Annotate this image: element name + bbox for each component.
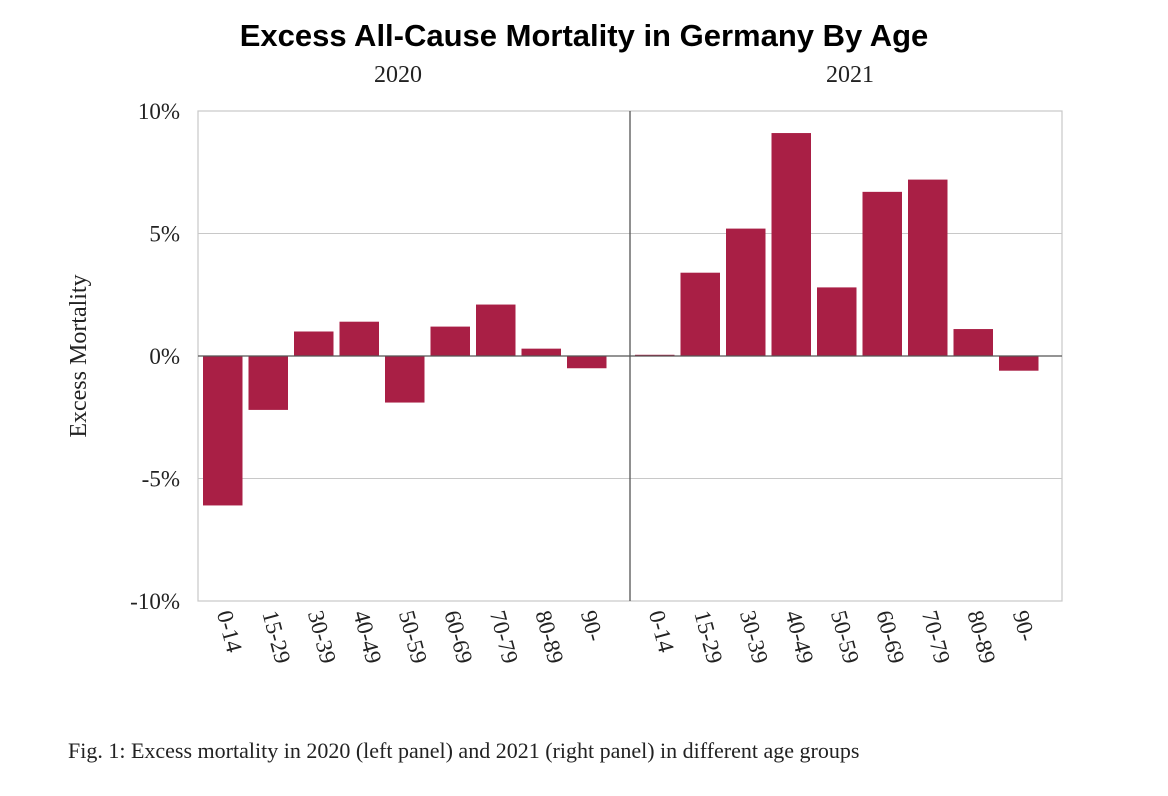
x-tick-label: 40-49 <box>780 608 818 666</box>
bar <box>203 356 243 506</box>
bar <box>953 329 993 356</box>
bar <box>385 356 425 403</box>
bar <box>680 272 720 356</box>
y-tick-label: -5% <box>142 467 180 492</box>
bar <box>248 356 288 410</box>
x-tick-label: 0-14 <box>212 608 247 656</box>
figure-caption: Fig. 1: Excess mortality in 2020 (left p… <box>68 738 860 763</box>
x-tick-label: 15-29 <box>257 608 295 666</box>
y-tick-label: 0% <box>149 344 180 369</box>
x-tick-label: 70-79 <box>917 608 955 666</box>
y-tick-label: 5% <box>149 222 180 247</box>
x-tick-label: 50-59 <box>394 608 432 666</box>
x-tick-label: 90- <box>1008 608 1040 644</box>
bar <box>339 321 379 356</box>
chart-title: Excess All-Cause Mortality in Germany By… <box>239 18 929 53</box>
bar <box>476 304 516 356</box>
y-tick-label: 10% <box>138 99 180 124</box>
x-tick-label: 90- <box>576 608 608 644</box>
bar <box>771 133 811 356</box>
x-tick-label: 60-69 <box>439 608 477 666</box>
y-axis-label: Excess Mortality <box>66 274 92 437</box>
x-tick-label: 0-14 <box>644 608 679 656</box>
bar <box>430 326 470 356</box>
bar <box>726 228 766 356</box>
panel-title-2021: 2021 <box>826 62 874 88</box>
bar <box>908 179 948 356</box>
bar <box>999 356 1039 371</box>
x-tick-label: 15-29 <box>689 608 727 666</box>
bar <box>817 287 857 356</box>
x-tick-label: 70-79 <box>485 608 523 666</box>
x-tick-label: 60-69 <box>871 608 909 666</box>
x-tick-label: 50-59 <box>826 608 864 666</box>
y-tick-label: -10% <box>130 589 180 614</box>
x-tick-label: 80-89 <box>962 608 1000 666</box>
bar <box>521 348 561 356</box>
x-tick-label: 30-39 <box>735 608 773 666</box>
bar <box>294 331 334 356</box>
x-tick-label: 30-39 <box>303 608 341 666</box>
x-tick-label: 40-49 <box>348 608 386 666</box>
x-tick-label: 80-89 <box>530 608 568 666</box>
bar <box>862 191 902 356</box>
panel-title-2020: 2020 <box>374 62 422 88</box>
bar <box>567 356 607 369</box>
